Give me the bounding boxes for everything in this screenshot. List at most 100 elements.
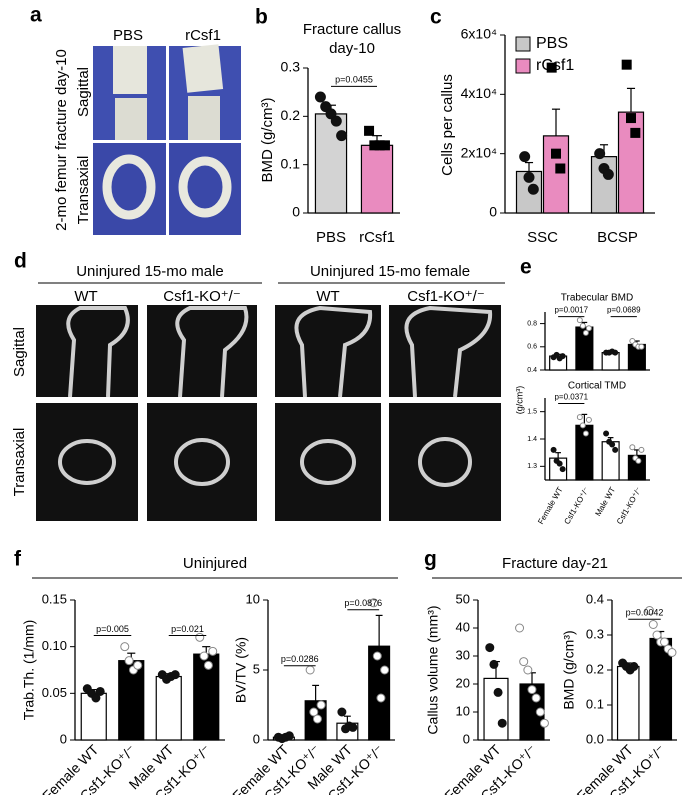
data-point <box>325 108 337 120</box>
data-point <box>551 148 561 159</box>
data-point <box>372 651 382 661</box>
data-point <box>379 140 390 151</box>
data-point <box>208 646 218 656</box>
row-label: Transaxial <box>11 428 28 497</box>
data-point <box>629 444 636 451</box>
data-point <box>635 457 642 464</box>
data-point <box>645 606 655 615</box>
x-tick-label: Male WT <box>593 485 617 517</box>
data-point <box>612 349 619 356</box>
panel-label: b <box>255 6 268 29</box>
data-point <box>316 700 326 710</box>
row-label: Sagittal <box>75 67 92 117</box>
data-point <box>170 670 180 680</box>
bar <box>590 156 618 214</box>
column-label: Csf1-KO⁺/⁻ <box>407 288 485 305</box>
data-point <box>527 183 539 195</box>
y-tick-label: 0.1 <box>281 155 301 171</box>
y-tick-label: 0.2 <box>586 661 604 676</box>
data-point <box>550 446 557 453</box>
panel-label: c <box>430 6 442 29</box>
chart-title: Fracture callus <box>303 21 401 38</box>
ct-images <box>93 44 241 235</box>
column-label: Csf1-KO⁺/⁻ <box>163 288 241 305</box>
x-tick-label: PBS <box>316 229 346 246</box>
data-point <box>203 660 213 670</box>
data-point <box>594 148 606 160</box>
data-point <box>603 430 610 437</box>
data-point <box>320 101 332 113</box>
data-point <box>612 446 619 453</box>
y-axis-label: Cells per callus <box>439 74 456 176</box>
group-label: Uninjured 15-mo female <box>310 263 470 280</box>
y-tick-label: 0 <box>463 731 470 746</box>
y-tick-label: 0.3 <box>586 626 604 641</box>
y-tick-label: 0.4 <box>586 591 604 606</box>
data-point <box>667 648 677 657</box>
data-point <box>309 707 319 717</box>
data-point <box>576 317 583 324</box>
data-point <box>629 662 639 671</box>
data-point <box>585 325 592 332</box>
p-value: p=0.021 <box>171 624 204 634</box>
data-point <box>539 718 549 728</box>
p-value: p=0.0689 <box>607 306 641 315</box>
data-point <box>336 130 348 142</box>
data-point <box>609 441 616 448</box>
y-axis-label: BV/TV (%) <box>233 637 249 703</box>
y-tick-label: 0.1 <box>586 696 604 711</box>
data-point <box>638 446 645 453</box>
data-point <box>546 62 557 73</box>
legend-label: PBS <box>536 35 568 52</box>
bar <box>314 113 348 214</box>
data-point <box>519 151 531 163</box>
bar <box>617 111 645 214</box>
data-point <box>489 659 499 669</box>
data-point <box>305 665 315 675</box>
y-tick-label: 0.8 <box>527 320 537 327</box>
bar <box>542 135 570 214</box>
data-point <box>582 329 589 336</box>
data-point <box>380 665 390 675</box>
data-point <box>559 466 566 473</box>
p-value: p=0.0876 <box>344 598 382 608</box>
data-point <box>133 660 143 670</box>
section-title: Fracture day-21 <box>502 555 608 572</box>
legend-swatch <box>515 58 531 74</box>
chart-title: Cortical TMD <box>568 381 626 392</box>
bar <box>483 677 509 741</box>
ct-images <box>36 305 501 521</box>
panel-label: a <box>30 4 42 27</box>
y-tick-label: 10 <box>246 591 260 606</box>
p-value: p=0.005 <box>96 624 129 634</box>
bar <box>155 675 182 741</box>
data-point <box>602 168 614 180</box>
section-title: Uninjured <box>183 555 247 572</box>
y-tick-label: 1.4 <box>527 436 537 443</box>
data-point <box>348 722 358 732</box>
row-label: Sagittal <box>11 327 28 377</box>
bar <box>360 144 394 214</box>
data-point <box>527 685 537 695</box>
data-point <box>559 353 566 360</box>
x-tick-label: Csf1-KO⁺/⁻ <box>562 486 590 526</box>
data-point <box>579 422 586 429</box>
y-tick-label: 1.3 <box>527 463 537 470</box>
p-value: p=0.0042 <box>626 608 664 618</box>
data-point <box>364 125 375 136</box>
x-tick-label: Csf1-KO⁺/⁻ <box>615 486 643 526</box>
y-tick-label: 10 <box>456 703 470 718</box>
x-tick-label: BCSP <box>597 229 638 246</box>
data-point <box>519 657 529 667</box>
y-tick-label: 6x10⁴ <box>461 26 497 42</box>
y-tick-label: 50 <box>456 591 470 606</box>
data-point <box>369 598 379 608</box>
column-label: PBS <box>113 27 143 44</box>
data-point <box>515 623 525 633</box>
y-axis-label: (g/cm³) <box>514 386 524 415</box>
y-axis-label: BMD (g/cm³) <box>561 630 577 709</box>
p-value: p=0.0286 <box>281 654 319 664</box>
y-axis-label: Trab.Th. (1/mm) <box>21 620 37 721</box>
data-point <box>652 630 662 640</box>
